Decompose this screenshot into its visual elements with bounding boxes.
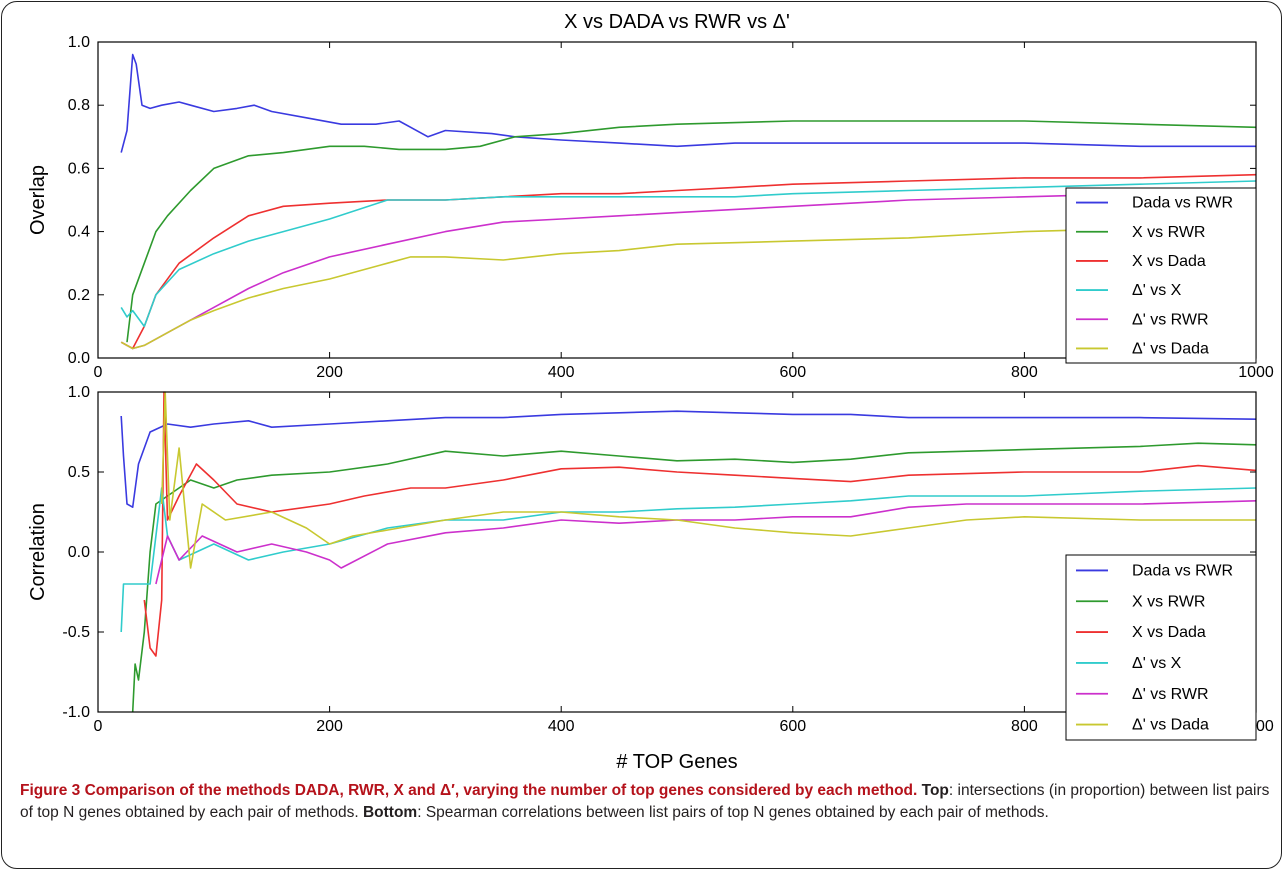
series-line xyxy=(155,500,1257,585)
series-line xyxy=(160,391,1256,569)
legend-label: X vs RWR xyxy=(1132,224,1205,241)
legend-label: X vs RWR xyxy=(1132,593,1205,610)
legend-label: Dada vs RWR xyxy=(1132,562,1233,579)
y-tick-label: 0.5 xyxy=(68,464,90,481)
y-tick-label: -1.0 xyxy=(62,704,90,721)
y-tick-label: 0.0 xyxy=(68,544,90,561)
x-tick-label: 800 xyxy=(1011,718,1038,735)
series-line xyxy=(120,180,1257,328)
legend-label: X vs Dada xyxy=(1132,624,1206,641)
legend-label: Δ' vs Dada xyxy=(1132,340,1209,357)
x-tick-label: 200 xyxy=(316,364,343,381)
legend-label: Dada vs RWR xyxy=(1132,195,1233,212)
caption-bottom-text: : Spearman correlations between list pai… xyxy=(417,804,1049,821)
y-tick-label: 1.0 xyxy=(68,34,90,51)
legend-label: Δ' vs RWR xyxy=(1132,686,1209,703)
legend-label: Δ' vs Dada xyxy=(1132,717,1209,734)
y-tick-label: 0.4 xyxy=(68,224,90,241)
y-tick-label: 0.6 xyxy=(68,160,90,177)
caption-top-text: : intersections (in proportion) between … xyxy=(20,782,1270,821)
figure-chart: 0 200 400 600 800 1000 0.0 0.2 0.4 0.6 0.8 1.0 Overl… xyxy=(27,11,1274,773)
series-line xyxy=(131,442,1257,713)
series-line xyxy=(120,53,1256,153)
overlap-panel: 0 200 400 600 800 1000 0.0 0.2 0.4 0.6 0.8 1.0 Overl… xyxy=(27,11,1274,381)
series-line xyxy=(120,410,1257,509)
x-tick-label: 1000 xyxy=(1238,364,1274,381)
x-tick-label: 0 xyxy=(94,718,103,735)
legend-label: Δ' vs RWR xyxy=(1132,311,1209,328)
x-tick-label: 200 xyxy=(316,718,343,735)
x-tick-label: 600 xyxy=(779,718,806,735)
y-axis-label: Correlation xyxy=(27,503,49,601)
x-axis-label: # TOP Genes xyxy=(616,751,737,773)
y-tick-label: 0.0 xyxy=(68,350,90,367)
y-tick-label: 0.8 xyxy=(68,97,90,114)
figure-caption: Figure 3 Comparison of the methods DADA,… xyxy=(20,780,1270,824)
x-tick-label: 0 xyxy=(94,364,103,381)
caption-title: Figure 3 Comparison of the methods DADA,… xyxy=(20,782,914,799)
series-line xyxy=(120,224,1257,350)
series-line xyxy=(126,120,1257,343)
caption-top-label: Top xyxy=(921,782,949,799)
caption-separator: . xyxy=(913,782,922,799)
legend-label: Δ' vs X xyxy=(1132,655,1182,672)
legend-box xyxy=(1065,187,1257,364)
y-axis-label: Overlap xyxy=(27,165,49,235)
y-tick-label: -0.5 xyxy=(62,624,90,641)
x-tick-label: 400 xyxy=(548,364,575,381)
x-tick-label: 600 xyxy=(779,364,806,381)
correlation-panel: 02004006008001000-1.0-0.50.00.51.0Correl… xyxy=(27,384,1274,773)
legend-label: X vs Dada xyxy=(1132,253,1206,270)
legend-box xyxy=(1065,554,1257,741)
x-tick-label: 400 xyxy=(548,718,575,735)
series-line xyxy=(143,391,1257,657)
chart-title: X vs DADA vs RWR vs Δ' xyxy=(564,11,790,33)
y-tick-label: 0.2 xyxy=(68,287,90,304)
x-tick-label: 800 xyxy=(1011,364,1038,381)
caption-bottom-label: Bottom xyxy=(362,804,418,821)
y-tick-label: 1.0 xyxy=(68,384,90,401)
legend-label: Δ' vs X xyxy=(1132,282,1182,299)
